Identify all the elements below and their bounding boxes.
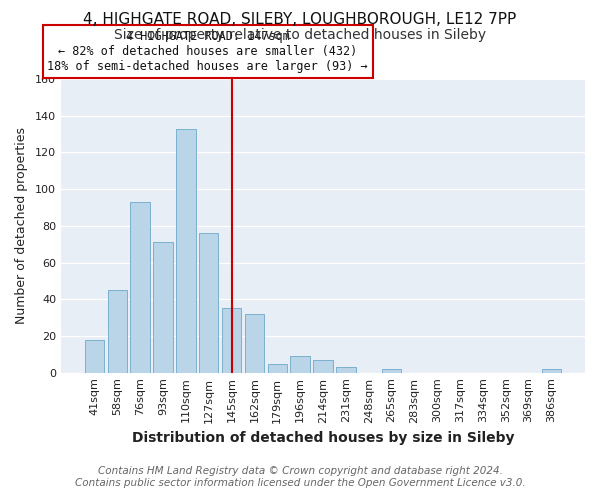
Bar [245, 314, 264, 372]
Y-axis label: Number of detached properties: Number of detached properties [15, 128, 28, 324]
Text: Contains HM Land Registry data © Crown copyright and database right 2024.
Contai: Contains HM Land Registry data © Crown c… [74, 466, 526, 487]
Bar [107, 290, 127, 372]
Bar [268, 364, 287, 372]
Bar [222, 308, 241, 372]
Bar [85, 340, 104, 372]
Bar [336, 367, 356, 372]
Bar [290, 356, 310, 372]
Bar [542, 369, 561, 372]
Text: Size of property relative to detached houses in Sileby: Size of property relative to detached ho… [114, 28, 486, 42]
Bar [176, 128, 196, 372]
Bar [130, 202, 150, 372]
Bar [154, 242, 173, 372]
Bar [313, 360, 332, 372]
X-axis label: Distribution of detached houses by size in Sileby: Distribution of detached houses by size … [132, 431, 514, 445]
Bar [199, 233, 218, 372]
Text: 4 HIGHGATE ROAD: 147sqm
← 82% of detached houses are smaller (432)
18% of semi-d: 4 HIGHGATE ROAD: 147sqm ← 82% of detache… [47, 30, 368, 73]
Text: 4, HIGHGATE ROAD, SILEBY, LOUGHBOROUGH, LE12 7PP: 4, HIGHGATE ROAD, SILEBY, LOUGHBOROUGH, … [83, 12, 517, 28]
Bar [382, 369, 401, 372]
